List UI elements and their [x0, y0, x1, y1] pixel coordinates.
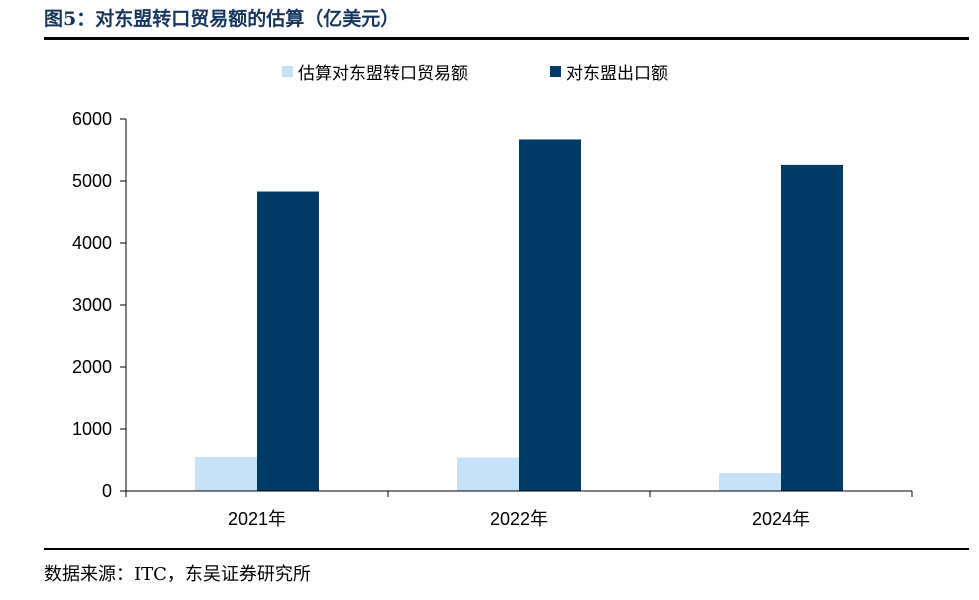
bar-export [519, 139, 581, 491]
y-tick-label: 4000 [72, 233, 112, 253]
chart-legend: 估算对东盟转口贸易额 对东盟出口额 [282, 64, 668, 84]
figure-title: 图5：对东盟转口贸易额的估算（亿美元） [44, 8, 400, 30]
y-tick-label: 3000 [72, 295, 112, 315]
legend-label: 估算对东盟转口贸易额 [298, 64, 468, 84]
x-tick-label: 2022年 [490, 509, 548, 529]
y-tick-label: 0 [102, 481, 112, 501]
bar-reexport [457, 457, 519, 491]
chart-bars [195, 139, 843, 492]
y-tick-label: 1000 [72, 419, 112, 439]
source-note: 数据来源：ITC，东吴证券研究所 [44, 564, 311, 585]
legend-swatch [550, 66, 561, 77]
y-tick-label: 2000 [72, 357, 112, 377]
title-divider [44, 37, 969, 40]
legend-swatch [282, 66, 293, 77]
y-tick-label: 5000 [72, 171, 112, 191]
bar-export [257, 191, 319, 492]
chart-axes: 0 1000 2000 3000 4000 5000 6000 2021年 2022年 2024年 [72, 109, 913, 529]
y-tick-label: 6000 [72, 109, 112, 129]
x-tick-label: 2021年 [228, 509, 286, 529]
bar-export [781, 164, 843, 491]
source-divider [44, 548, 969, 550]
bar-reexport [195, 456, 257, 491]
x-tick-label: 2024年 [752, 509, 810, 529]
legend-label: 对东盟出口额 [566, 64, 668, 84]
bar-reexport [719, 473, 781, 491]
bar-chart: 估算对东盟转口贸易额 对东盟出口额 0 1000 2000 3000 4000 5000 60… [72, 64, 913, 529]
